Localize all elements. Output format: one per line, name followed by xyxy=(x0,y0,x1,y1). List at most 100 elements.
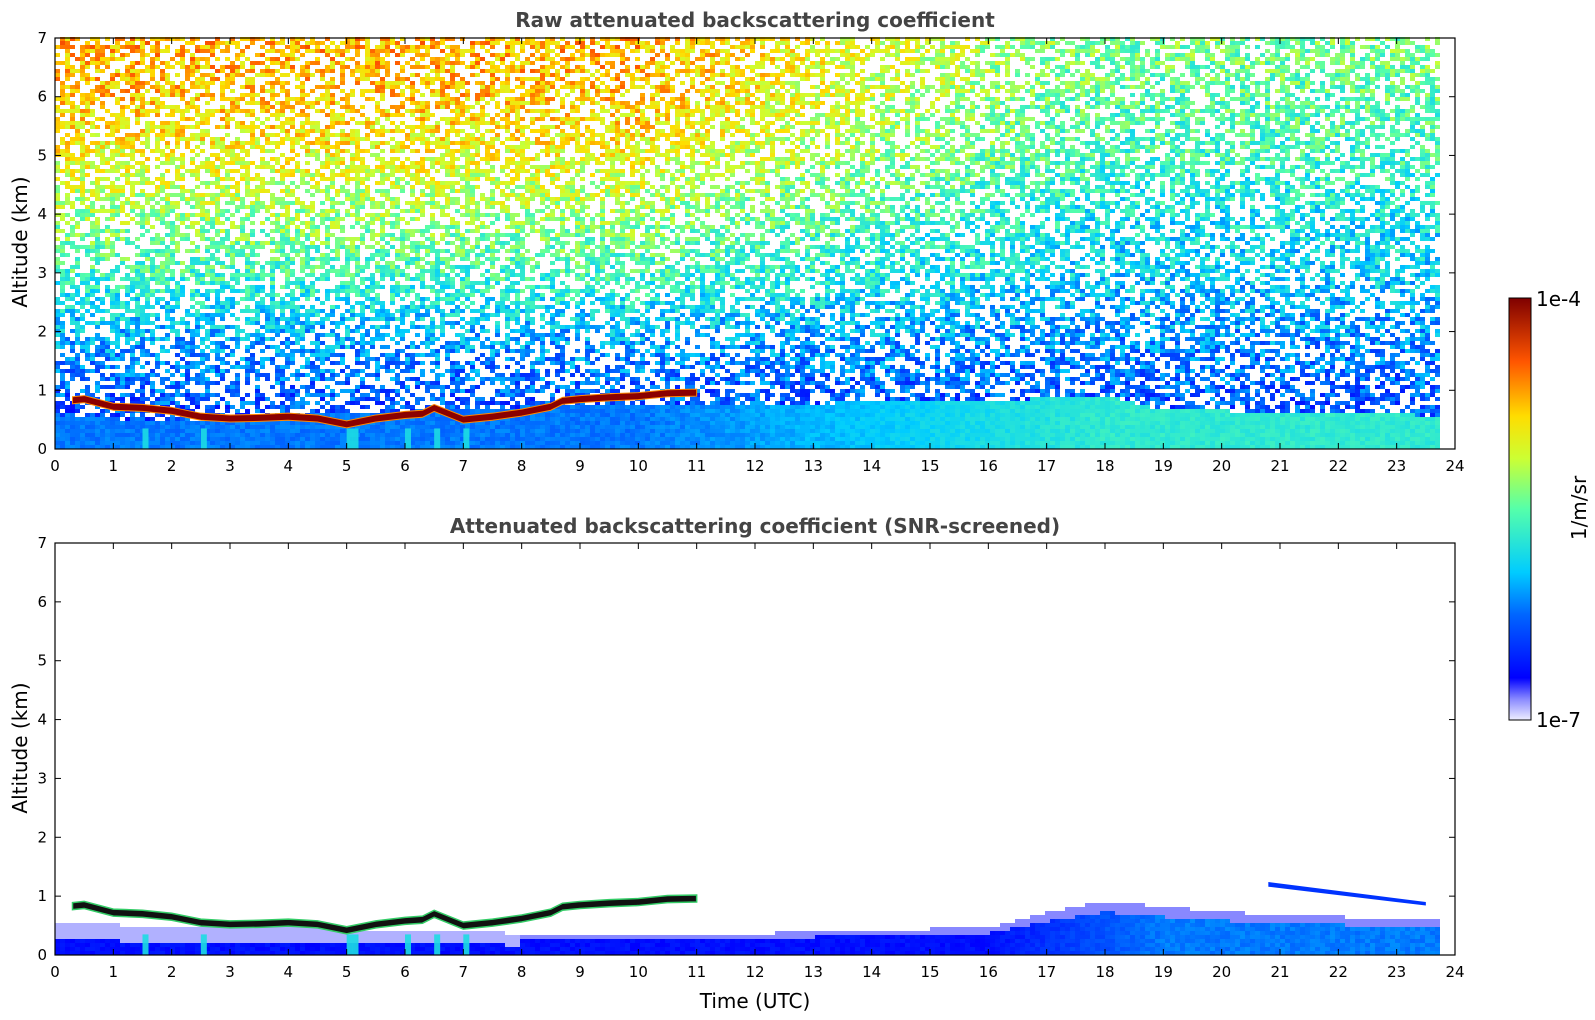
colorbar: 1e-4 1e-7 1/m/sr xyxy=(1508,287,1591,732)
precip-streak xyxy=(200,428,207,449)
x-tick-label: 3 xyxy=(225,963,235,981)
y-tick-label: 2 xyxy=(37,828,47,846)
x-tick-label: 13 xyxy=(804,963,823,981)
screened-heatmap xyxy=(55,543,1455,955)
x-tick-label: 16 xyxy=(979,963,998,981)
x-tick-label: 2 xyxy=(167,963,177,981)
colorbar-min-label: 1e-7 xyxy=(1536,708,1581,732)
noise-field xyxy=(55,37,1440,449)
colorbar-max-label: 1e-4 xyxy=(1536,287,1581,311)
x-tick-label: 16 xyxy=(979,457,998,475)
x-tick-label: 17 xyxy=(1037,963,1056,981)
x-tick-label: 3 xyxy=(225,457,235,475)
panel-raw-title: Raw attenuated backscattering coefficien… xyxy=(515,8,995,32)
x-tick-label: 20 xyxy=(1212,457,1231,475)
x-tick-label: 14 xyxy=(862,963,881,981)
x-tick-label: 22 xyxy=(1329,963,1348,981)
y-tick-label: 4 xyxy=(37,711,47,729)
screened-axes: 0 1 2 3 4 5 6 7 8 9 10 11 12 13 14 15 16 17 18 19 20 21 22 23 24… xyxy=(37,534,1464,981)
x-tick-label: 10 xyxy=(629,457,648,475)
panel-raw: Raw attenuated backscattering coefficien… xyxy=(8,8,1465,475)
precip-streak xyxy=(352,934,359,955)
y-tick-label: 6 xyxy=(37,593,47,611)
panel-screened: Attenuated backscattering coefficient (S… xyxy=(8,514,1465,1013)
raw-axes: 0 1 2 3 4 5 6 7 8 9 10 11 12 13 14 15 16 17 18 19 20 21 22 23 24… xyxy=(37,29,1464,475)
y-tick-label: 7 xyxy=(37,534,47,552)
x-tick-label: 6 xyxy=(400,963,410,981)
precip-streaks xyxy=(142,428,470,449)
precip-streak xyxy=(200,934,207,955)
precip-streak xyxy=(346,428,353,449)
colorbar-gradient xyxy=(1508,297,1532,721)
x-tick-label: 8 xyxy=(517,963,527,981)
y-tick-label: 0 xyxy=(37,946,47,964)
x-tick-label: 7 xyxy=(459,963,469,981)
x-tick-label: 17 xyxy=(1037,457,1056,475)
y-tick-label: 3 xyxy=(37,264,47,282)
y-tick-label: 3 xyxy=(37,769,47,787)
cloud-layer xyxy=(71,894,698,935)
precip-streak xyxy=(142,428,149,449)
x-tick-label: 12 xyxy=(745,963,764,981)
x-tick-label: 0 xyxy=(50,457,60,475)
x-tick-label: 22 xyxy=(1329,457,1348,475)
screened-aerosol-field xyxy=(55,903,1440,955)
x-tick-label: 9 xyxy=(575,457,585,475)
x-tick-label: 20 xyxy=(1212,963,1231,981)
x-tick-label: 23 xyxy=(1387,457,1406,475)
precip-streak xyxy=(142,934,149,955)
x-tick-label: 13 xyxy=(804,457,823,475)
x-tick-label: 1 xyxy=(109,457,119,475)
x-tick-label: 21 xyxy=(1270,457,1289,475)
x-tick-label: 6 xyxy=(400,457,410,475)
plot-background xyxy=(55,543,1455,955)
x-tick-label: 15 xyxy=(920,963,939,981)
x-tick-label: 18 xyxy=(1095,457,1114,475)
x-tick-label: 7 xyxy=(459,457,469,475)
y-tick-label: 1 xyxy=(37,381,47,399)
precip-streak xyxy=(463,428,470,449)
x-tick-label: 9 xyxy=(575,963,585,981)
y-tick-label: 0 xyxy=(37,440,47,458)
precip-streak xyxy=(346,934,353,955)
precip-streak xyxy=(434,934,441,955)
x-tick-label: 19 xyxy=(1154,457,1173,475)
x-tick-label: 10 xyxy=(629,963,648,981)
y-tick-label: 7 xyxy=(37,29,47,47)
x-tick-label: 24 xyxy=(1445,963,1464,981)
y-tick-label: 1 xyxy=(37,887,47,905)
x-tick-label: 11 xyxy=(687,963,706,981)
cloud-layer xyxy=(72,388,698,429)
x-tick-label: 18 xyxy=(1095,963,1114,981)
upper-cloud xyxy=(1268,882,1426,906)
x-tick-label: 4 xyxy=(284,457,294,475)
y-tick-label: 6 xyxy=(37,88,47,106)
panel-screened-title: Attenuated backscattering coefficient (S… xyxy=(450,514,1060,538)
x-tick-label: 19 xyxy=(1154,963,1173,981)
panel-raw-ylabel: Altitude (km) xyxy=(8,176,32,307)
y-tick-label: 4 xyxy=(37,205,47,223)
x-tick-label: 5 xyxy=(342,963,352,981)
colorbar-units-label: 1/m/sr xyxy=(1567,475,1591,540)
x-tick-label: 21 xyxy=(1270,963,1289,981)
y-tick-label: 5 xyxy=(37,652,47,670)
precip-streak xyxy=(405,934,411,955)
precip-streak xyxy=(352,428,359,449)
y-tick-label: 5 xyxy=(37,146,47,164)
x-tick-label: 23 xyxy=(1387,963,1406,981)
raw-heatmap xyxy=(55,37,1455,449)
x-tick-label: 24 xyxy=(1445,457,1464,475)
x-tick-label: 4 xyxy=(284,963,294,981)
x-tick-label: 8 xyxy=(517,457,527,475)
precip-streak xyxy=(434,428,441,449)
precip-streak xyxy=(405,428,411,449)
x-tick-label: 12 xyxy=(745,457,764,475)
panel-screened-xlabel: Time (UTC) xyxy=(699,989,811,1013)
x-tick-label: 15 xyxy=(920,457,939,475)
x-tick-label: 5 xyxy=(342,457,352,475)
x-tick-label: 0 xyxy=(50,963,60,981)
y-tick-label: 2 xyxy=(37,323,47,341)
x-tick-label: 1 xyxy=(109,963,119,981)
x-tick-label: 2 xyxy=(167,457,177,475)
